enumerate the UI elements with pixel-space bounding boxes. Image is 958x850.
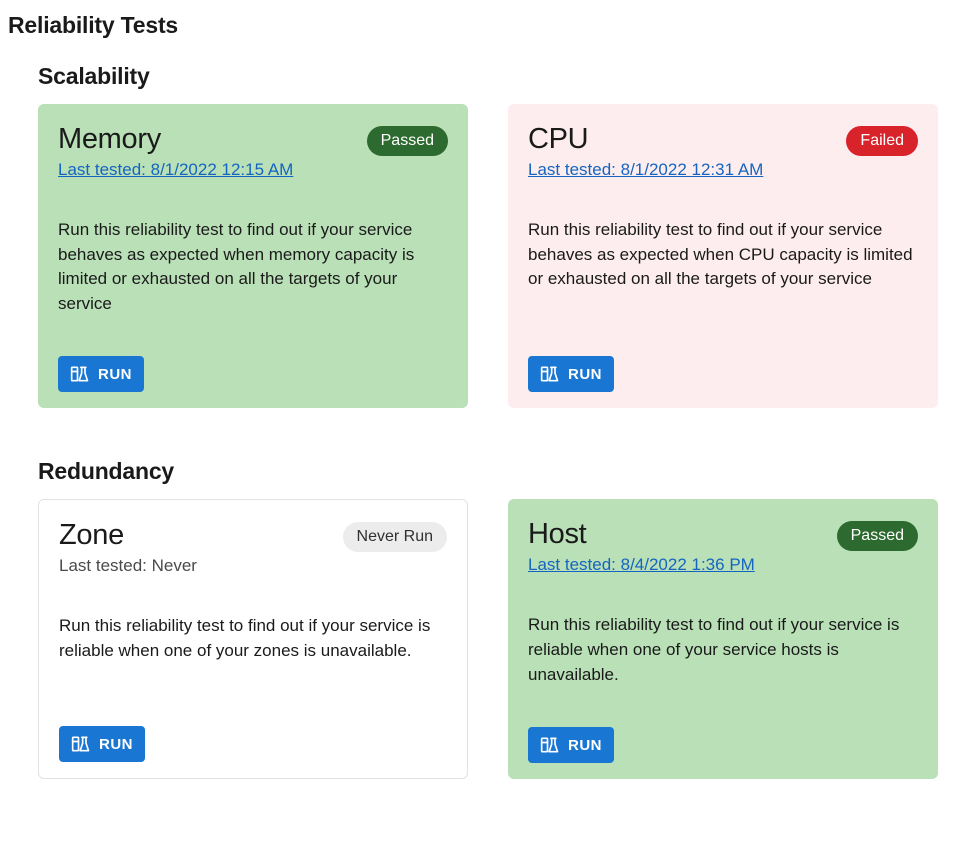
card-zone: Zone Last tested: Never Never Run Run th… [38,499,468,779]
card-row-scalability: Memory Last tested: 8/1/2022 12:15 AM Pa… [38,104,958,408]
run-button-zone[interactable]: RUN [59,726,145,762]
status-badge-zone: Never Run [343,522,447,552]
flask-icon [70,364,90,384]
card-cpu: CPU Last tested: 8/1/2022 12:31 AM Faile… [508,104,938,408]
section-scalability: Scalability Memory Last tested: 8/1/2022… [8,63,958,408]
status-badge-cpu: Failed [846,126,918,156]
section-redundancy: Redundancy Zone Last tested: Never Never… [8,458,958,779]
card-title-cpu: CPU [528,124,763,156]
card-header: CPU Last tested: 8/1/2022 12:31 AM Faile… [528,124,918,180]
card-description-cpu: Run this reliability test to find out if… [528,218,918,317]
flask-icon [540,364,560,384]
status-badge-memory: Passed [367,126,448,156]
section-title-scalability: Scalability [38,63,958,90]
run-button-label: RUN [98,366,132,383]
section-title-redundancy: Redundancy [38,458,958,485]
card-row-redundancy: Zone Last tested: Never Never Run Run th… [38,499,958,779]
flask-icon [540,735,560,755]
run-button-cpu[interactable]: RUN [528,356,614,392]
status-badge-host: Passed [837,521,918,551]
card-title-zone: Zone [59,520,197,552]
run-button-label: RUN [568,737,602,754]
card-description-memory: Run this reliability test to find out if… [58,218,448,317]
card-host: Host Last tested: 8/4/2022 1:36 PM Passe… [508,499,938,779]
card-header: Memory Last tested: 8/1/2022 12:15 AM Pa… [58,124,448,180]
page-title: Reliability Tests [8,12,958,39]
last-tested-zone: Last tested: Never [59,556,197,576]
card-header: Zone Last tested: Never Never Run [59,520,447,576]
flask-icon [71,734,91,754]
card-header: Host Last tested: 8/4/2022 1:36 PM Passe… [528,519,918,575]
card-description-host: Run this reliability test to find out if… [528,613,918,687]
run-button-memory[interactable]: RUN [58,356,144,392]
run-button-label: RUN [99,736,133,753]
card-memory: Memory Last tested: 8/1/2022 12:15 AM Pa… [38,104,468,408]
card-description-zone: Run this reliability test to find out if… [59,614,447,686]
last-tested-link-memory[interactable]: Last tested: 8/1/2022 12:15 AM [58,160,293,180]
run-button-label: RUN [568,366,602,383]
last-tested-link-host[interactable]: Last tested: 8/4/2022 1:36 PM [528,555,755,575]
card-title-memory: Memory [58,124,293,156]
run-button-host[interactable]: RUN [528,727,614,763]
card-title-host: Host [528,519,755,551]
last-tested-link-cpu[interactable]: Last tested: 8/1/2022 12:31 AM [528,160,763,180]
